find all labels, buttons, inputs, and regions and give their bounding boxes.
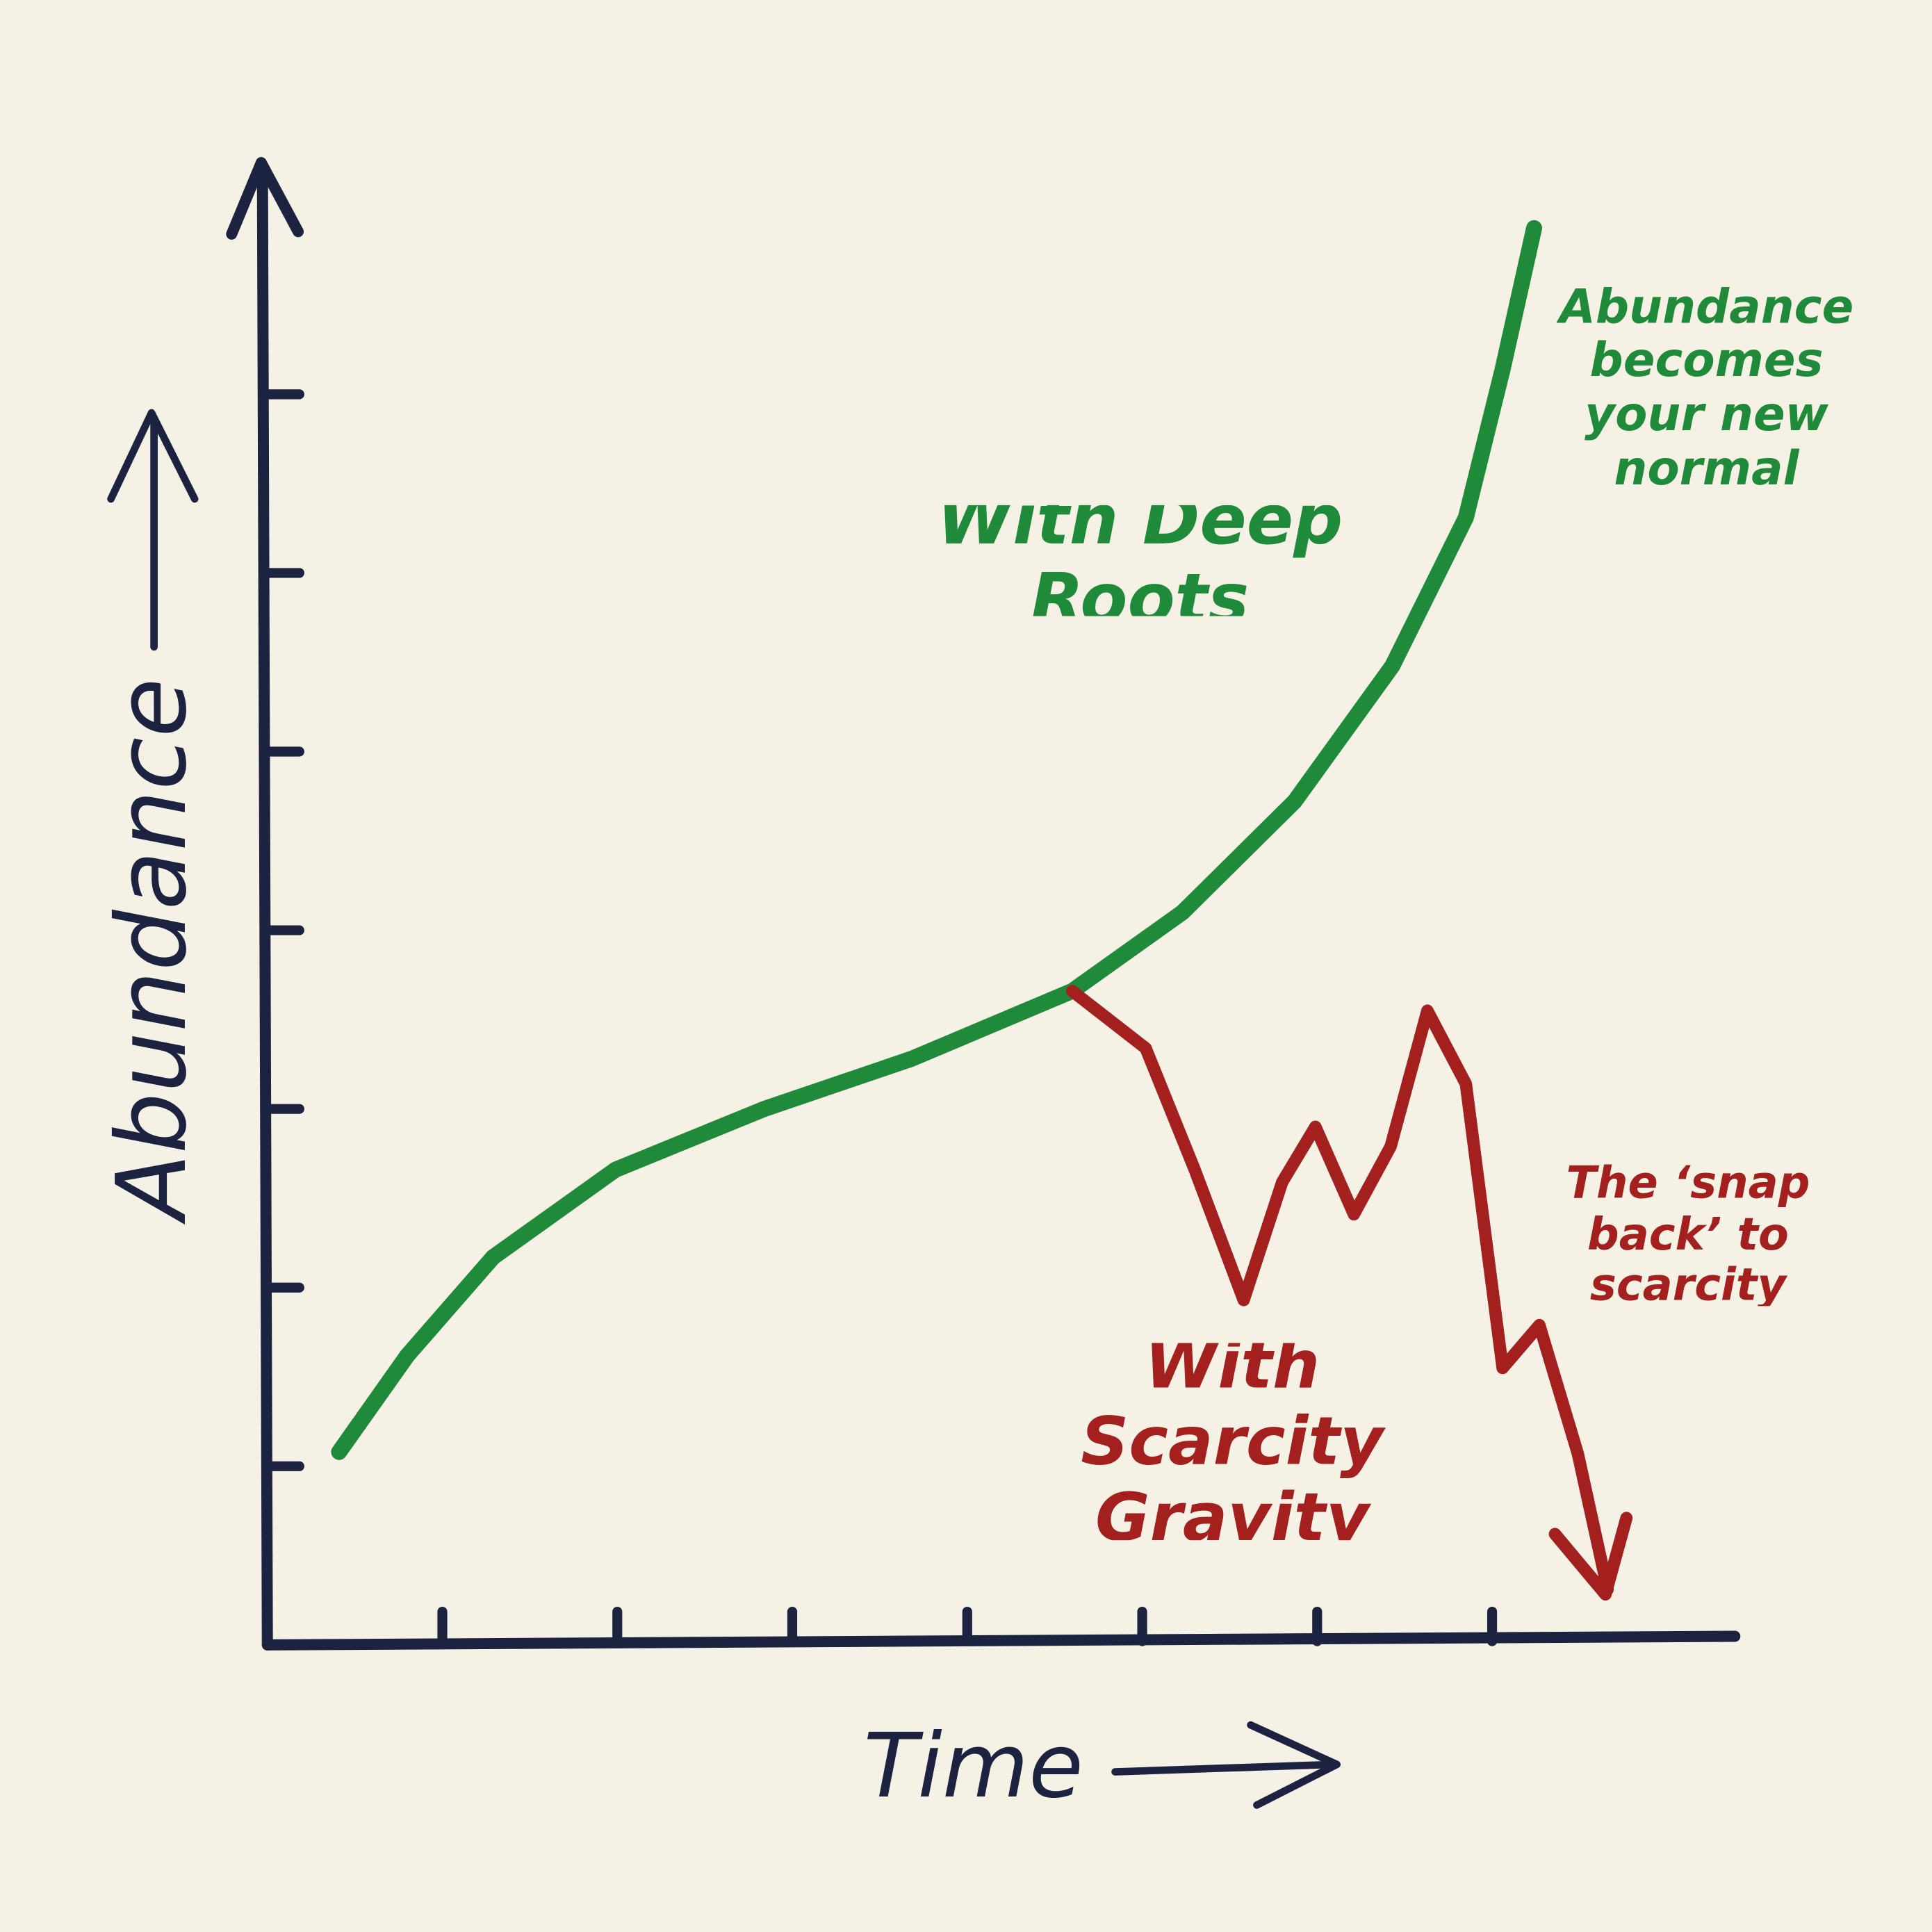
x-label-arrow (1111, 1760, 1337, 1776)
y-axis (256, 161, 273, 1651)
series-label: With Deep Roots (936, 505, 1343, 616)
series-line (1065, 985, 1614, 1596)
series-label-box: With Deep Roots (936, 505, 1343, 616)
series-label: With Scarcity Gravity (1081, 1343, 1384, 1541)
y-label-arrowhead (107, 409, 199, 503)
y-axis-arrowhead (226, 157, 304, 240)
y-axis-label: Abundance (96, 678, 208, 1225)
annotation-box: Abundance becomes your new normal (1559, 279, 1854, 496)
series-label-box: With Scarcity Gravity (1081, 1343, 1384, 1541)
annotation-box: The ‘snap back’ to scarcity (1566, 1164, 1810, 1307)
annotation: Abundance becomes your new normal (1559, 279, 1854, 496)
x-axis-label: Time (863, 1715, 1083, 1818)
annotation: The ‘snap back’ to scarcity (1566, 1164, 1810, 1307)
x-label-arrowhead (1247, 1721, 1341, 1809)
